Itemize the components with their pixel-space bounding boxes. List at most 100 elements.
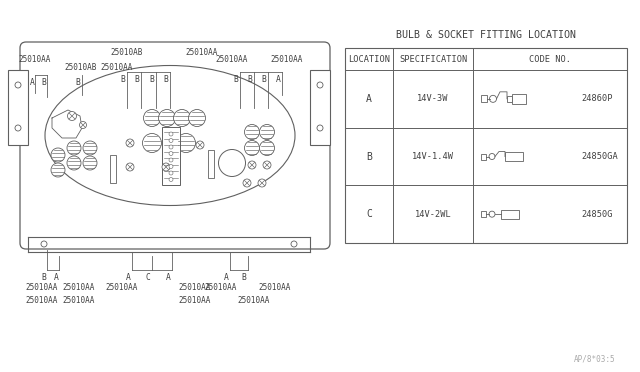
Text: C: C xyxy=(366,209,372,219)
FancyBboxPatch shape xyxy=(20,42,330,249)
Circle shape xyxy=(317,82,323,88)
Text: 25010AA: 25010AA xyxy=(258,283,291,292)
Text: AP/8*03:5: AP/8*03:5 xyxy=(573,354,615,363)
Text: C: C xyxy=(145,273,150,282)
Text: 14V-2WL: 14V-2WL xyxy=(415,210,451,219)
Text: 25010AA: 25010AA xyxy=(237,296,269,305)
Bar xyxy=(512,94,526,104)
Text: A: A xyxy=(29,78,35,87)
Circle shape xyxy=(143,109,161,126)
Circle shape xyxy=(291,241,297,247)
Text: B: B xyxy=(164,75,168,84)
Bar xyxy=(208,150,214,178)
Circle shape xyxy=(263,161,271,169)
Text: B: B xyxy=(120,75,125,84)
Circle shape xyxy=(67,141,81,155)
Text: A: A xyxy=(223,273,228,282)
Circle shape xyxy=(189,109,205,126)
Bar xyxy=(481,95,487,102)
Text: 25010AA: 25010AA xyxy=(178,283,211,292)
Text: 25010AA: 25010AA xyxy=(105,283,138,292)
Circle shape xyxy=(51,148,65,162)
Circle shape xyxy=(126,139,134,147)
Text: A: A xyxy=(125,273,131,282)
Bar xyxy=(8,70,28,145)
Text: 24850G: 24850G xyxy=(581,210,612,219)
Text: A: A xyxy=(54,273,58,282)
Circle shape xyxy=(244,141,259,155)
Circle shape xyxy=(83,141,97,155)
Circle shape xyxy=(317,125,323,131)
Text: B: B xyxy=(134,75,140,84)
Circle shape xyxy=(83,156,97,170)
Circle shape xyxy=(218,150,246,176)
Text: 25010AA: 25010AA xyxy=(100,63,132,72)
Text: 25010AA: 25010AA xyxy=(178,296,211,305)
Text: B: B xyxy=(150,75,154,84)
Circle shape xyxy=(258,179,266,187)
Text: 25010AA: 25010AA xyxy=(185,48,218,57)
Text: BULB & SOCKET FITTING LOCATION: BULB & SOCKET FITTING LOCATION xyxy=(396,30,576,40)
Text: 14V-3W: 14V-3W xyxy=(417,94,449,103)
Bar xyxy=(481,154,486,160)
Text: A: A xyxy=(366,94,372,104)
Circle shape xyxy=(173,109,191,126)
Text: 25010AB: 25010AB xyxy=(64,63,97,72)
Text: B: B xyxy=(366,151,372,161)
Circle shape xyxy=(489,211,495,217)
Circle shape xyxy=(169,132,173,136)
Text: A: A xyxy=(166,273,170,282)
Text: 25010AA: 25010AA xyxy=(25,283,58,292)
Bar xyxy=(481,211,486,217)
Text: 25010AA: 25010AA xyxy=(62,283,94,292)
Text: 14V-1.4W: 14V-1.4W xyxy=(412,152,454,161)
Circle shape xyxy=(490,95,497,102)
Text: B: B xyxy=(42,78,47,87)
Circle shape xyxy=(143,134,161,153)
Text: 25010AA: 25010AA xyxy=(18,55,51,64)
Text: B: B xyxy=(248,75,252,84)
Bar xyxy=(507,96,512,102)
Text: 25010AA: 25010AA xyxy=(204,283,236,292)
Circle shape xyxy=(41,241,47,247)
Circle shape xyxy=(177,134,195,153)
Circle shape xyxy=(169,164,173,169)
Text: B: B xyxy=(42,273,47,282)
Circle shape xyxy=(243,179,251,187)
Circle shape xyxy=(244,125,259,140)
Circle shape xyxy=(67,156,81,170)
Circle shape xyxy=(169,145,173,149)
Circle shape xyxy=(169,171,173,175)
Circle shape xyxy=(169,151,173,155)
Circle shape xyxy=(15,82,21,88)
Text: 25010AA: 25010AA xyxy=(270,55,302,64)
Text: 24850GA: 24850GA xyxy=(581,152,618,161)
Circle shape xyxy=(248,161,256,169)
Ellipse shape xyxy=(45,65,295,205)
Bar xyxy=(110,155,116,183)
Circle shape xyxy=(169,177,173,182)
Bar xyxy=(310,70,330,145)
Circle shape xyxy=(196,141,204,149)
Text: SPECIFICATION: SPECIFICATION xyxy=(399,55,467,64)
Bar xyxy=(505,152,523,161)
Text: 24860P: 24860P xyxy=(581,94,612,103)
Circle shape xyxy=(169,158,173,162)
Circle shape xyxy=(162,163,170,171)
Text: B: B xyxy=(241,273,246,282)
Text: 25010AA: 25010AA xyxy=(215,55,248,64)
Circle shape xyxy=(489,154,495,160)
Bar xyxy=(162,127,180,185)
Text: 25010AB: 25010AB xyxy=(110,48,142,57)
Text: 25010AA: 25010AA xyxy=(62,296,94,305)
Circle shape xyxy=(169,138,173,142)
Text: CODE NO.: CODE NO. xyxy=(529,55,571,64)
Circle shape xyxy=(67,112,77,121)
Text: B: B xyxy=(234,75,239,84)
Text: 25010AA: 25010AA xyxy=(25,296,58,305)
Circle shape xyxy=(79,122,86,128)
Text: LOCATION: LOCATION xyxy=(348,55,390,64)
Circle shape xyxy=(51,163,65,177)
Text: B: B xyxy=(262,75,266,84)
Circle shape xyxy=(259,141,275,155)
